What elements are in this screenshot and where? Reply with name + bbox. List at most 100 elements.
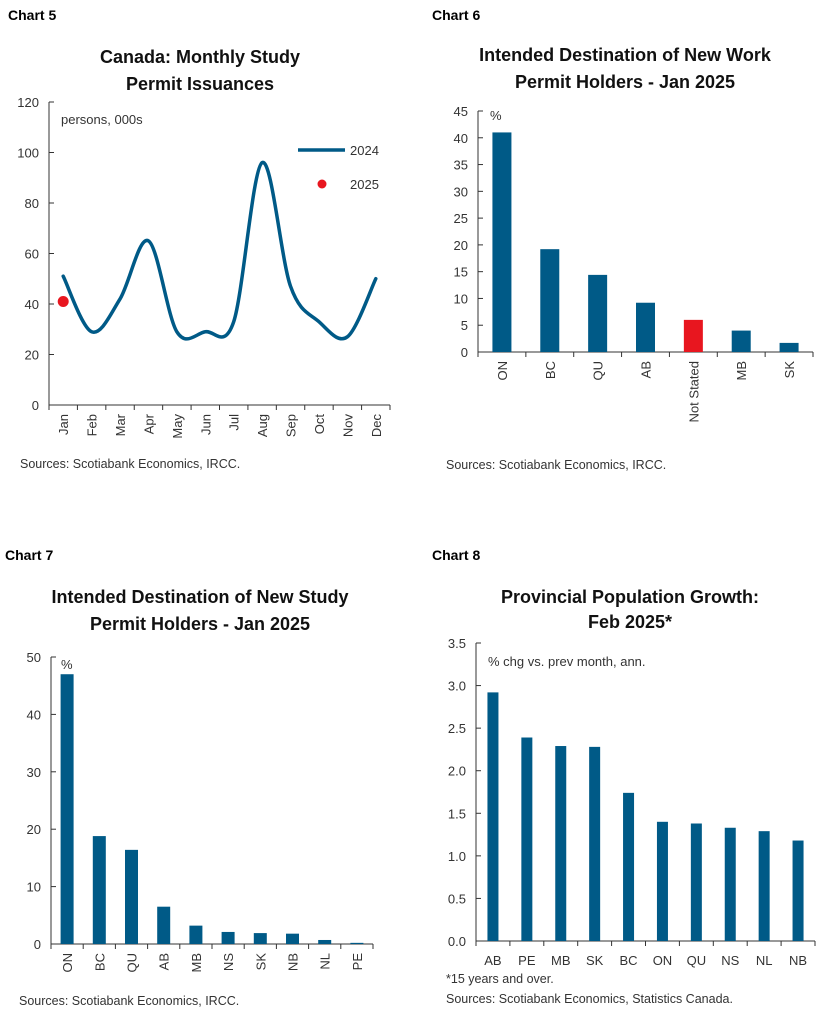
source-note: Sources: Scotiabank Economics, Statistic… <box>446 992 733 1006</box>
chart-title-line-1: Provincial Population Growth: <box>501 587 759 607</box>
x-tick-label: Feb <box>85 414 100 436</box>
y-tick-label: 15 <box>454 265 468 280</box>
data-point-2025 <box>57 295 69 307</box>
bar-mb <box>731 330 751 352</box>
chart-6: Chart 6 Intended Destination of New Work… <box>432 7 814 472</box>
bar-ab <box>157 906 171 944</box>
x-tick-label: Mar <box>113 413 128 436</box>
x-tick-label: BC <box>543 361 558 379</box>
y-tick-label: 30 <box>27 765 41 780</box>
x-tick-label: MB <box>189 953 204 973</box>
source-note: Sources: Scotiabank Economics, IRCC. <box>20 457 240 471</box>
y-tick-label: 0.0 <box>448 934 466 949</box>
chart-title-line-1: Canada: Monthly Study <box>100 47 300 67</box>
x-tick-label: MB <box>734 361 749 381</box>
chart-label: Chart 6 <box>432 7 480 23</box>
plot-area: 0 10 20 30 40 50 ON BC QU AB MB NS SK NB NL PE <box>27 650 374 973</box>
y-tick-label: 45 <box>454 104 468 119</box>
bar-qu <box>588 274 608 352</box>
legend-marker-2025 <box>317 179 327 189</box>
y-tick-label: 120 <box>17 95 39 110</box>
bar-mb <box>555 746 567 941</box>
bar-bc <box>623 792 635 941</box>
chart-title-line-1: Intended Destination of New Study <box>51 587 348 607</box>
y-tick-label: 1.5 <box>448 806 466 821</box>
x-tick-label: Aug <box>255 414 270 437</box>
bar-ab <box>487 692 499 941</box>
chart-8: Chart 8 Provincial Population Growth: Fe… <box>432 547 816 1006</box>
chart-title-line-2: Permit Holders - Jan 2025 <box>90 614 310 634</box>
bar-not-stated <box>683 319 703 352</box>
chart-7: Chart 7 Intended Destination of New Stud… <box>5 547 374 1008</box>
footnote: *15 years and over. <box>446 972 554 986</box>
x-tick-label: AB <box>157 953 172 970</box>
bar-ns <box>221 931 235 944</box>
y-tick-label: 5 <box>461 318 468 333</box>
x-tick-label: BC <box>620 953 638 968</box>
bar-sk <box>779 342 799 352</box>
x-tick-label: BC <box>92 953 107 971</box>
x-tick-label: Jul <box>227 414 242 431</box>
chart-title-line-2: Permit Issuances <box>126 74 274 94</box>
unit-label: % chg vs. prev month, ann. <box>488 654 646 669</box>
bar-mb <box>189 925 203 944</box>
y-tick-label: 40 <box>27 707 41 722</box>
plot-area: 0.0 0.5 1.0 1.5 2.0 2.5 3.0 3.5 AB PE MB SK BC ON QU NS… <box>448 636 816 968</box>
unit-label: persons, 000s <box>61 112 143 127</box>
y-tick-label: 60 <box>25 247 39 262</box>
x-tick-label: QU <box>591 361 606 381</box>
unit-label: % <box>490 108 502 123</box>
y-tick-label: 10 <box>454 291 468 306</box>
bar-bc <box>540 249 560 352</box>
chart-label: Chart 8 <box>432 547 480 563</box>
x-tick-label: ON <box>60 953 75 973</box>
x-tick-label: PE <box>350 953 365 971</box>
source-note: Sources: Scotiabank Economics, IRCC. <box>446 458 666 472</box>
x-tick-label: Not Stated <box>686 361 701 422</box>
chart-title-line-1: Intended Destination of New Work <box>479 45 772 65</box>
y-tick-label: 100 <box>17 146 39 161</box>
chart-title-line-2: Permit Holders - Jan 2025 <box>515 72 735 92</box>
bar-bc <box>92 836 106 944</box>
x-tick-label: SK <box>586 953 604 968</box>
bar-nb <box>792 840 804 941</box>
x-tick-label: Oct <box>312 414 327 435</box>
x-tick-label: NL <box>756 953 773 968</box>
unit-label: % <box>61 657 73 672</box>
x-tick-label: ON <box>653 953 673 968</box>
y-tick-label: 0 <box>32 398 39 413</box>
bar-ab <box>636 302 655 352</box>
x-tick-label: NB <box>789 953 807 968</box>
bar-qu <box>125 849 138 944</box>
legend-label-2025: 2025 <box>350 177 379 192</box>
y-tick-label: 0 <box>34 937 41 952</box>
y-tick-label: 3.0 <box>448 679 466 694</box>
x-tick-label: May <box>170 414 185 439</box>
y-tick-label: 80 <box>25 196 39 211</box>
chart-title-line-2: Feb 2025* <box>588 612 672 632</box>
y-tick-label: 10 <box>27 880 41 895</box>
bar-ns <box>724 827 736 941</box>
y-tick-label: 40 <box>25 297 39 312</box>
x-tick-label: Jan <box>56 414 71 435</box>
y-tick-label: 2.5 <box>448 721 466 736</box>
plot-area: 0 5 10 15 20 25 30 35 40 45 ON BC QU AB Not Stated MB SK <box>454 104 814 422</box>
x-tick-label: NB <box>286 953 301 971</box>
x-tick-label: Sep <box>284 414 299 437</box>
y-tick-label: 0 <box>461 345 468 360</box>
bar-on <box>656 821 668 941</box>
bar-on <box>60 674 74 944</box>
y-tick-label: 50 <box>27 650 41 665</box>
x-tick-label: QU <box>125 953 140 973</box>
x-tick-label: NS <box>221 953 236 971</box>
x-tick-label: ON <box>495 361 510 381</box>
bar-sk <box>589 746 601 941</box>
plot-area: 0 20 40 60 80 100 120 Jan Feb Mar Apr May Jun Jul Aug S… <box>17 95 391 439</box>
x-tick-label: SK <box>253 953 268 971</box>
chart-5: Chart 5 Canada: Monthly Study Permit Iss… <box>8 7 391 471</box>
bar-nl <box>318 939 332 944</box>
x-tick-label: AB <box>484 953 501 968</box>
x-tick-label: QU <box>687 953 707 968</box>
y-tick-label: 35 <box>454 158 468 173</box>
bar-nl <box>758 831 770 941</box>
